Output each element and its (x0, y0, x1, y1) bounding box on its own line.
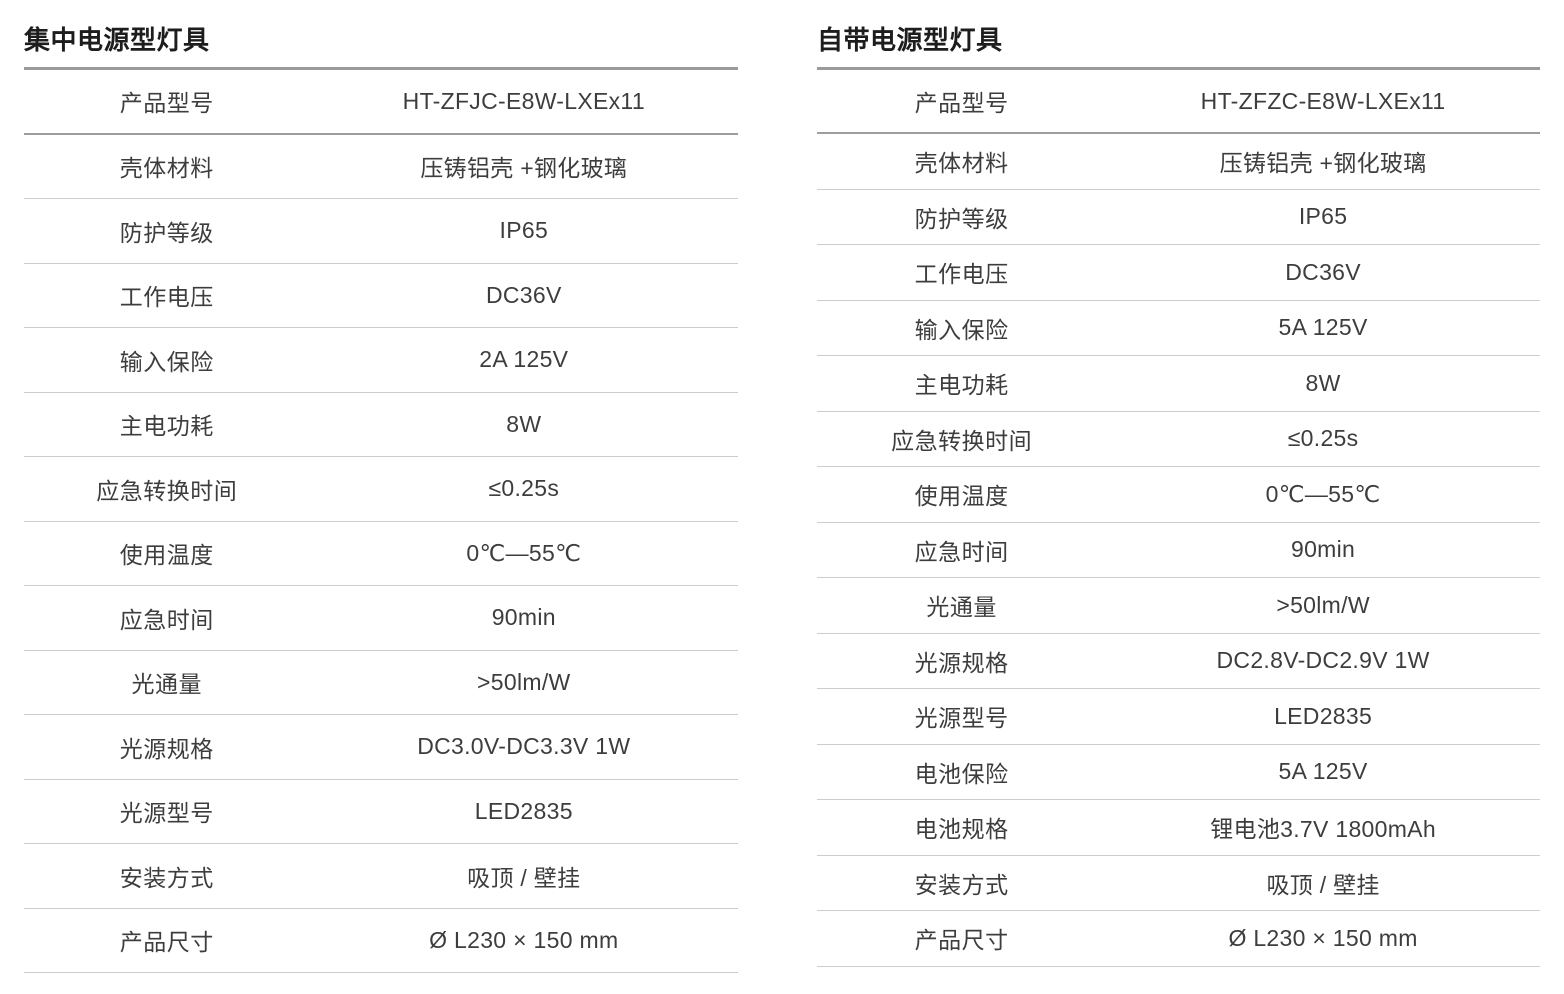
table-row: 防护等级 IP65 (24, 199, 738, 264)
row-value: IP65 (1298, 203, 1348, 230)
table-row: 应急时间 90min (817, 523, 1540, 578)
table-row: 光源型号 LED2835 (817, 689, 1540, 745)
table-row: 安装方式 吸顶 / 壁挂 (24, 844, 738, 909)
table-row: 产品型号 HT-ZFZC-E8W-LXEx11 (817, 70, 1540, 134)
row-label: 光源规格 (119, 735, 214, 762)
row-value: 8W (1305, 369, 1341, 396)
row-label: 应急转换时间 (891, 427, 1033, 454)
table-row: 光通量 >50lm/W (817, 578, 1540, 634)
row-value: 2A 125V (479, 346, 569, 373)
row-label: 工作电压 (119, 284, 214, 311)
table-row: 应急转换时间 ≤0.25s (817, 412, 1540, 467)
table-row: 光源规格 DC2.8V-DC2.9V 1W (817, 634, 1540, 689)
row-value: 压铸铝壳 +钢化玻璃 (1219, 150, 1427, 177)
table-row: 产品型号 HT-ZFJC-E8W-LXEx11 (24, 70, 738, 135)
table-row: 电池规格 锂电池3.7V 1800mAh (817, 800, 1540, 856)
table-row: 主电功耗 8W (24, 393, 738, 457)
row-value: DC2.8V-DC2.9V 1W (1216, 647, 1430, 674)
table-row: 安装方式 吸顶 / 壁挂 (817, 856, 1540, 911)
table-row: 主电功耗 8W (817, 356, 1540, 412)
row-label: 光源型号 (914, 705, 1009, 732)
row-value: IP65 (499, 217, 549, 244)
row-value: DC36V (1285, 258, 1361, 285)
row-label: 防护等级 (914, 205, 1009, 232)
row-value: LED2835 (474, 797, 573, 824)
row-value: ≤0.25s (1287, 425, 1359, 452)
row-label: 产品型号 (914, 90, 1009, 116)
row-label: 安装方式 (914, 871, 1009, 898)
row-value: DC3.0V-DC3.3V 1W (417, 733, 631, 760)
table-row: 光通量 >50lm/W (24, 651, 738, 715)
row-label: 光源规格 (914, 649, 1009, 676)
table-row: 产品尺寸 Ø L230 × 150 mm (24, 909, 738, 973)
row-value: 锂电池3.7V 1800mAh (1210, 816, 1436, 843)
row-label: 使用温度 (119, 542, 214, 569)
row-value: HT-ZFJC-E8W-LXEx11 (402, 87, 645, 114)
row-label: 主电功耗 (914, 372, 1009, 399)
table-row: 光源型号 LED2835 (24, 780, 738, 844)
table-row: 光源规格 DC3.0V-DC3.3V 1W (24, 715, 738, 780)
row-label: 壳体材料 (119, 155, 214, 182)
row-value: 吸顶 / 壁挂 (467, 864, 581, 891)
row-label: 产品尺寸 (119, 929, 214, 956)
row-label: 工作电压 (914, 261, 1009, 288)
row-value: >50lm/W (1276, 591, 1370, 618)
table-row: 壳体材料 压铸铝壳 +钢化玻璃 (817, 134, 1540, 190)
spec-rows-self-powered: 产品型号 HT-ZFZC-E8W-LXEx11 壳体材料 压铸铝壳 +钢化玻璃 … (817, 67, 1540, 967)
row-value: Ø L230 × 150 mm (1228, 924, 1418, 951)
spec-table-centralized-power: 集中电源型灯具 产品型号 HT-ZFJC-E8W-LXEx11 壳体材料 压铸铝… (24, 24, 738, 973)
row-value: >50lm/W (477, 668, 571, 695)
row-label: 安装方式 (119, 864, 214, 891)
spec-rows-centralized-power: 产品型号 HT-ZFJC-E8W-LXEx11 壳体材料 压铸铝壳 +钢化玻璃 … (24, 67, 738, 973)
row-label: 光源型号 (119, 800, 214, 827)
row-value: 0℃—55℃ (1265, 480, 1381, 507)
table-title-centralized-power: 集中电源型灯具 (24, 25, 210, 55)
table-row: 工作电压 DC36V (817, 245, 1540, 301)
row-label: 输入保险 (119, 348, 214, 375)
row-value: 90min (491, 604, 556, 631)
table-row: 使用温度 0℃—55℃ (24, 522, 738, 586)
row-label: 应急时间 (119, 606, 214, 633)
row-value: 0℃—55℃ (466, 539, 582, 566)
row-value: 5A 125V (1278, 314, 1368, 341)
table-row: 防护等级 IP65 (817, 190, 1540, 245)
row-value: 5A 125V (1278, 758, 1368, 785)
row-label: 使用温度 (914, 483, 1009, 510)
row-label: 光通量 (131, 671, 203, 698)
row-value: 吸顶 / 壁挂 (1266, 871, 1380, 898)
table-row: 壳体材料 压铸铝壳 +钢化玻璃 (24, 135, 738, 199)
row-value: DC36V (485, 281, 562, 308)
row-value: 90min (1291, 536, 1356, 563)
row-value: 8W (506, 410, 542, 437)
table-row: 产品尺寸 Ø L230 × 150 mm (817, 911, 1540, 967)
spec-table-self-powered: 自带电源型灯具 产品型号 HT-ZFZC-E8W-LXEx11 壳体材料 压铸铝… (817, 24, 1540, 967)
table-row: 工作电压 DC36V (24, 264, 738, 328)
row-label: 光通量 (926, 594, 997, 621)
row-label: 产品型号 (119, 90, 214, 117)
row-label: 主电功耗 (119, 413, 214, 440)
row-label: 应急时间 (914, 538, 1009, 565)
row-label: 产品尺寸 (914, 927, 1009, 954)
table-row: 应急时间 90min (24, 586, 738, 651)
row-label: 电池规格 (914, 816, 1009, 843)
row-label: 壳体材料 (914, 150, 1009, 177)
row-label: 防护等级 (119, 219, 214, 246)
row-value: ≤0.25s (488, 475, 560, 502)
table-row: 使用温度 0℃—55℃ (817, 467, 1540, 523)
row-value: HT-ZFZC-E8W-LXEx11 (1200, 87, 1446, 114)
table-row: 应急转换时间 ≤0.25s (24, 457, 738, 522)
row-value: Ø L230 × 150 mm (429, 926, 619, 953)
row-value: 压铸铝壳 +钢化玻璃 (420, 155, 628, 182)
row-label: 应急转换时间 (96, 477, 238, 504)
table-title-self-powered: 自带电源型灯具 (817, 25, 1003, 55)
table-row: 输入保险 2A 125V (24, 328, 738, 393)
row-label: 输入保险 (914, 316, 1009, 343)
row-value: LED2835 (1274, 702, 1373, 729)
row-label: 电池保险 (914, 760, 1009, 787)
table-row: 电池保险 5A 125V (817, 745, 1540, 800)
table-row: 输入保险 5A 125V (817, 301, 1540, 356)
